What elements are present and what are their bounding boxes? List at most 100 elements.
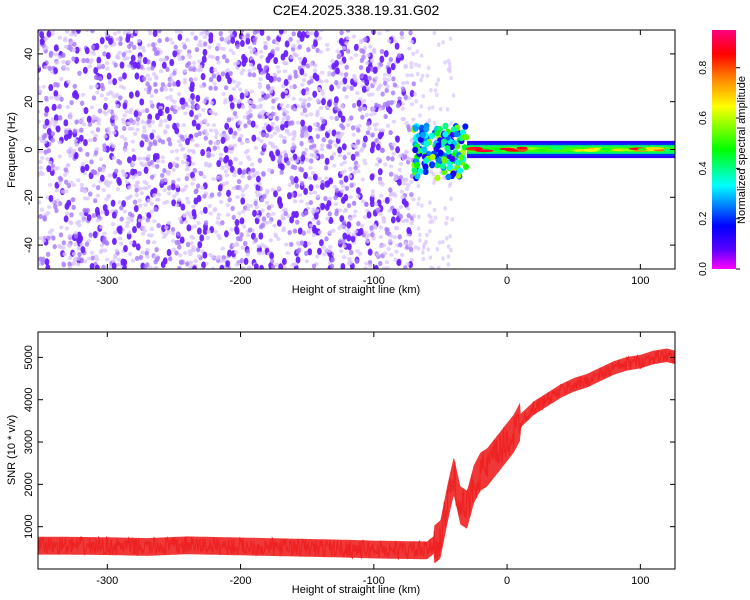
spectrogram-noise-cell	[208, 109, 213, 114]
spectrogram-noise-cell	[203, 135, 209, 141]
spectrogram-noise-cell	[333, 105, 339, 111]
spectrogram-noise-cell	[404, 218, 410, 223]
spectrogram-noise-cell	[145, 73, 150, 78]
snr-x-label: Height of straight line (km)	[292, 584, 420, 596]
spectrogram-noise-cell	[72, 41, 77, 47]
spectrogram-noise-cell	[308, 199, 314, 206]
spectrogram-noise-cell	[274, 96, 279, 101]
spectrogram-noise-cell	[273, 145, 279, 150]
spectrogram-noise-cell	[151, 129, 157, 134]
spectrogram-noise-cell	[225, 135, 231, 140]
spectrogram-noise-cell	[362, 158, 367, 163]
spectrogram-noise-cell	[300, 102, 306, 107]
spectrogram-noise-cell	[42, 139, 48, 144]
spectrogram-noise-cell	[166, 137, 172, 143]
spectrogram-noise-cell	[58, 232, 64, 238]
spectrogram-noise-cell	[308, 62, 314, 67]
spectrogram-noise-cell	[44, 36, 49, 41]
spectrogram-noise-cell	[299, 34, 305, 42]
spectrogram-noise-cell	[64, 129, 69, 135]
spectrogram-noise-cell	[162, 201, 167, 206]
spectrogram-noise-cell	[66, 149, 71, 154]
spectrogram-noise-cell	[283, 78, 289, 87]
spectrogram-noise-cell	[73, 32, 78, 37]
spectrogram-noise-cell	[371, 50, 377, 55]
spectrogram-noise-cell	[79, 182, 84, 187]
spectrogram-noise-cell	[138, 186, 143, 191]
spectrogram-noise-cell	[189, 84, 195, 93]
spectrogram-noise-cell	[251, 134, 257, 142]
spectrogram-noise-cell	[46, 205, 52, 210]
spectrogram-noise-cell	[38, 76, 41, 81]
spectrogram-noise-cell	[134, 193, 139, 198]
spectrogram-noise-cell	[118, 236, 123, 241]
spectrogram-noise-cell	[219, 264, 225, 269]
spectrogram-noise-cell	[103, 134, 108, 139]
spectrogram-noise-cell	[297, 44, 303, 50]
spectrogram-noise-cell	[225, 68, 230, 73]
spectrogram-noise-cell	[196, 227, 202, 235]
spectrogram-noise-cell	[345, 48, 351, 54]
spectrogram-noise-cell	[84, 46, 90, 55]
spectrogram-noise-cell	[361, 85, 367, 93]
spectrogram-noise-cell	[108, 90, 113, 95]
spectrogram-noise-cell	[345, 227, 350, 232]
spectrogram-noise-cell	[328, 177, 334, 185]
spectrogram-noise-cell	[153, 265, 158, 269]
spectrogram-noise-cell	[119, 205, 124, 211]
spectrogram-noise-cell	[197, 68, 203, 73]
spectrogram-noise-cell	[354, 151, 359, 157]
spectrogram-noise-cell	[57, 243, 62, 248]
spectrogram-noise-cell	[58, 225, 64, 230]
spectrogram-noise-cell	[430, 105, 435, 110]
spectrogram-noise-cell	[45, 251, 51, 257]
spectrogram-noise-cell	[134, 180, 140, 185]
spectrogram-noise-cell	[61, 245, 66, 250]
spectrogram-noise-cell	[84, 30, 90, 33]
spectrogram-noise-cell	[161, 61, 167, 69]
spectrogram-noise-cell	[89, 250, 95, 255]
spectrogram-noise-cell	[185, 241, 191, 248]
spectrogram-noise-cell	[220, 220, 225, 226]
spectrogram-noise-cell	[135, 243, 141, 251]
spectrogram-noise-cell	[175, 79, 181, 88]
spectrogram-noise-cell	[196, 221, 201, 226]
spectrogram-noise-cell	[156, 222, 161, 229]
spectrogram-noise-cell	[220, 166, 225, 171]
spectrogram-noise-cell	[368, 44, 373, 49]
spectrogram-carrier-streak	[465, 147, 477, 151]
spectrogram-noise-cell	[240, 197, 246, 205]
spectrogram-carrier-streak	[499, 147, 516, 151]
spectrogram-noise-cell	[411, 117, 416, 122]
spectrogram-noise-cell	[66, 199, 72, 207]
spectrogram-noise-cell	[399, 30, 404, 37]
spectrogram-noise-cell	[276, 76, 282, 83]
spectrogram-carrier-streak	[645, 147, 665, 150]
spectrogram-noise-cell	[97, 117, 102, 122]
spectrogram-noise-cell	[149, 209, 154, 214]
spectrogram-noise-cell	[378, 128, 383, 133]
spectrogram-noise-cell	[339, 60, 344, 65]
spectrogram-noise-cell	[232, 143, 237, 148]
spectrogram-noise-cell	[163, 118, 168, 123]
spectrogram-noise-cell	[53, 44, 59, 52]
spectrogram-noise-cell	[61, 52, 66, 58]
spectrogram-noise-cell	[334, 208, 340, 214]
spectrogram-noise-cell	[278, 154, 283, 160]
spectrogram-noise-cell	[131, 148, 136, 153]
spectrogram-noise-cell	[425, 73, 430, 78]
spectrogram-noise-cell	[403, 94, 408, 100]
spectrogram-noise-cell	[416, 246, 421, 251]
spectrogram-noise-cell	[328, 139, 333, 145]
spectrogram-noise-cell	[340, 262, 346, 269]
spectrogram-noise-cell	[314, 208, 320, 213]
spectrogram-noise-cell	[137, 156, 143, 161]
spectrogram-noise-cell	[122, 259, 128, 267]
spectrogram-noise-cell	[400, 106, 406, 111]
snr-frame	[37, 331, 676, 570]
spectrogram-noise-cell	[247, 45, 253, 50]
spectrogram-noise-cell	[382, 76, 387, 81]
spectrogram-noise-cell	[231, 86, 237, 91]
colorbar-tick-label: 0.4	[698, 161, 709, 175]
spectrogram-noise-cell	[130, 258, 136, 263]
